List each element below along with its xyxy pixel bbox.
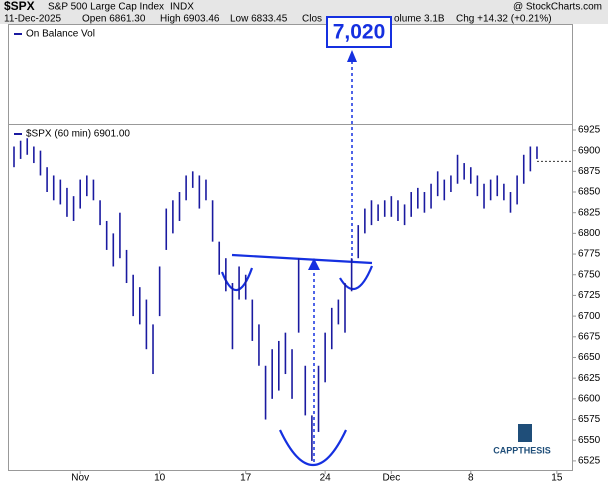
name: S&P 500 Large Cap Index: [48, 2, 164, 13]
left-shoulder: [220, 267, 254, 292]
price-legend: $SPX (60 min) 6901.00: [26, 129, 130, 140]
x-tick-label: 8: [468, 473, 474, 484]
x-tick-label: Nov: [71, 473, 89, 484]
annotations: [220, 60, 374, 467]
x-tick-label: 17: [240, 473, 252, 484]
y-tick-label: 6750: [578, 269, 601, 280]
high: High 6903.46: [160, 14, 220, 25]
y-tick-label: 6650: [578, 352, 601, 363]
arrowhead: [308, 258, 320, 270]
y-tick-label: 6675: [578, 331, 601, 342]
y-tick-label: 6775: [578, 249, 601, 260]
y-tick-label: 6700: [578, 311, 601, 322]
exchange: INDX: [170, 2, 194, 13]
symbol: $SPX: [4, 0, 35, 13]
target-box: [326, 16, 392, 48]
header-bar: [0, 0, 608, 24]
y-tick-label: 6875: [578, 166, 601, 177]
head: [279, 429, 347, 467]
y-tick-label: 6925: [578, 125, 601, 136]
low: Low 6833.45: [230, 14, 288, 25]
y-tick-label: 6800: [578, 228, 601, 239]
change: Chg +14.32 (+0.21%): [456, 14, 552, 25]
x-tick-label: Dec: [382, 473, 400, 484]
y-tick-label: 6850: [578, 187, 601, 198]
right-shoulder: [339, 265, 374, 291]
open: Open 6861.30: [82, 14, 146, 25]
volume: olume 3.1B: [394, 14, 445, 25]
y-tick-label: 6900: [578, 145, 601, 156]
price-panel: [8, 124, 573, 471]
logo-icon: [518, 424, 532, 442]
y-tick-label: 6625: [578, 373, 601, 384]
x-tick-label: 24: [320, 473, 332, 484]
y-tick-label: 6550: [578, 435, 601, 446]
y-tick-label: 6825: [578, 207, 601, 218]
target-label: 7,020: [333, 21, 386, 44]
y-tick-label: 6575: [578, 414, 601, 425]
brand: @ StockCharts.com: [513, 2, 602, 13]
y-tick-label: 6600: [578, 393, 601, 404]
close: Clos: [302, 14, 322, 25]
date: 11-Dec-2025: [4, 14, 62, 25]
x-tick-label: 10: [154, 473, 166, 484]
neckline: [231, 253, 373, 265]
y-tick-label: 6525: [578, 456, 601, 467]
logo: CAPPTHESIS: [493, 445, 551, 455]
arrowhead: [347, 50, 357, 62]
indicator-legend: On Balance Vol: [26, 29, 95, 40]
x-tick-label: 15: [551, 473, 563, 484]
y-tick-label: 6725: [578, 290, 601, 301]
